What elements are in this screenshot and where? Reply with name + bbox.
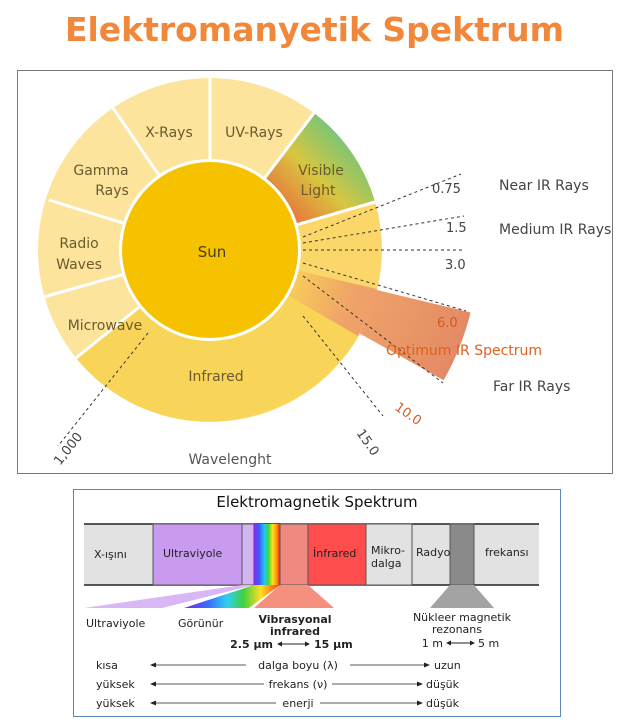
vibrational-band	[279, 523, 309, 586]
microwave-label-line2: dalga	[371, 557, 402, 570]
vibrational-label-line2: infrared	[270, 625, 320, 638]
microwave-label-line1: Mikro-	[371, 544, 405, 557]
infrared-label: Infrared	[188, 369, 243, 385]
nmr-label-line2: rezonans	[432, 623, 482, 636]
nmr-label-line1: Nükleer magnetik	[413, 611, 512, 624]
tick-0-75: 0.75	[432, 182, 461, 197]
xrays-label: X-Rays	[145, 125, 193, 141]
sun	[122, 162, 298, 338]
gamma-label-line1: Gamma	[73, 163, 128, 179]
radio-label-line1: Radio	[59, 236, 98, 252]
medium-ir-label: Medium IR Rays	[499, 222, 611, 238]
visible-fan	[184, 585, 280, 608]
row-energy-middle: enerji	[282, 697, 313, 710]
microwave-band	[365, 523, 413, 586]
gamma-label-line2: Rays	[95, 183, 129, 199]
xray-band-label: X-ışını	[94, 548, 127, 561]
vibrational-range-end: 15 µm	[314, 638, 353, 651]
row-wavelength-right: uzun	[434, 659, 461, 672]
ultraviolet-fan	[84, 585, 254, 608]
radio-label-line2: Waves	[56, 257, 102, 273]
visible-band[interactable]	[254, 524, 280, 585]
ultraviolet-band-label: Ultraviyole	[163, 547, 223, 560]
wheel-diagram-panel: Sun X-Rays UV-Rays Gamma Rays Visible Li…	[17, 70, 613, 474]
tick-1000: 1,000	[51, 430, 86, 469]
nmr-range-start: 1 m	[422, 637, 443, 650]
spectrum-diagram: Elektromagnetik Spektrum X-ışını Ultravi…	[84, 493, 539, 710]
radio-band-label: Radyo	[416, 546, 451, 559]
tick-3-0: 3.0	[445, 258, 466, 273]
nmr-band	[449, 523, 475, 586]
row-wavelength-left: kısa	[96, 659, 118, 672]
visible-label-line1: Visible	[298, 163, 344, 179]
uvrays-label: UV-Rays	[225, 125, 283, 141]
row-frequency-left: yüksek	[96, 678, 135, 691]
wheel-diagram: Sun X-Rays UV-Rays Gamma Rays Visible Li…	[38, 78, 611, 469]
range-arrows	[278, 642, 474, 645]
spectrum-panel: Elektromagnetik Spektrum X-ışını Ultravi…	[73, 489, 561, 717]
wavelength-dashes	[57, 173, 467, 447]
vibrational-range-start: 2.5 µm	[230, 638, 273, 651]
row-energy-left: yüksek	[96, 697, 135, 710]
near-uv-band	[241, 523, 255, 586]
sun-label: Sun	[198, 243, 227, 261]
infrared-band-label: İnfrared	[313, 547, 356, 560]
row-wavelength-middle: dalga boyu (λ)	[258, 659, 338, 672]
frequency-band-label: frekansı	[485, 546, 529, 559]
visible-below-label: Görünür	[178, 617, 224, 630]
wavelength-axis-label: Wavelenght	[188, 452, 272, 468]
row-frequency-right: düşük	[426, 678, 460, 691]
near-ir-label: Near IR Rays	[499, 178, 589, 194]
ultraviolet-below-label: Ultraviyole	[86, 617, 146, 630]
microwave-label: Microwave	[68, 318, 143, 334]
row-frequency-middle: frekans (ν)	[269, 678, 328, 691]
tick-6-0: 6.0	[437, 316, 458, 331]
row-arrows	[152, 664, 428, 704]
tick-1-5: 1.5	[446, 221, 467, 236]
visible-label-line2: Light	[301, 183, 336, 199]
infrared-band	[307, 523, 367, 586]
nmr-fan	[430, 585, 494, 608]
tick-10-0: 10.0	[392, 400, 424, 429]
vibrational-label-line1: Vibrasyonal	[258, 613, 331, 626]
optimum-ir-label: Optimum IR Spectrum	[386, 343, 542, 359]
page-title: Elektromanyetik Spektrum	[64, 10, 565, 49]
tick-15-0: 15.0	[353, 427, 382, 459]
nmr-range-end: 5 m	[478, 637, 499, 650]
far-ir-label: Far IR Rays	[493, 379, 570, 395]
spectrum-title: Elektromagnetik Spektrum	[216, 493, 417, 511]
vibrational-fan	[254, 585, 334, 608]
row-energy-right: düşük	[426, 697, 460, 710]
